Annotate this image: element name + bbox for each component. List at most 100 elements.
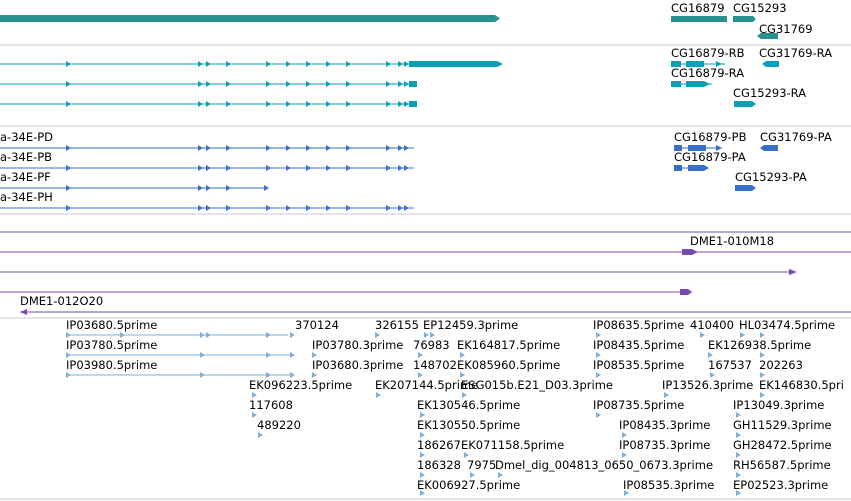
exon-marker (198, 101, 203, 107)
est-marker (464, 452, 469, 458)
est-marker (700, 332, 705, 338)
contig-label[interactable]: DME1-010M18 (690, 234, 775, 248)
gene-label[interactable]: CG15293 (733, 1, 787, 15)
gene-feature[interactable] (733, 16, 756, 22)
est-label[interactable]: EP12459.3prime (423, 318, 519, 332)
est-label[interactable]: IP03980.5prime (66, 358, 158, 372)
transcript-label[interactable]: CG31769-RA (759, 46, 833, 60)
protein-label[interactable]: a-34E-PH (0, 190, 53, 204)
est-label[interactable]: 76983 (413, 338, 450, 352)
contig-label[interactable]: DME1-012O20 (20, 294, 104, 308)
est-label[interactable]: EK130550.5prime (417, 418, 521, 432)
est-label[interactable]: IP13526.3prime (662, 378, 754, 392)
est-label[interactable]: EK085960.5prime (457, 358, 561, 372)
est-label[interactable]: EK130546.5prime (417, 398, 521, 412)
est-track (66, 332, 765, 496)
est-label[interactable]: GH28472.5prime (733, 438, 832, 452)
est-label[interactable]: Dmel_dig_004813_0650_0673.3prime (495, 458, 714, 472)
protein-marker (326, 205, 331, 211)
est-marker (420, 472, 425, 478)
exon-marker (326, 61, 331, 67)
est-label[interactable]: 489220 (257, 418, 301, 432)
est-label[interactable]: IP08735.3prime (619, 438, 711, 452)
est-label[interactable]: EK096223.5prime (249, 378, 353, 392)
protein-label[interactable]: a-34E-PF (0, 170, 51, 184)
est-label[interactable]: EP02523.3prime (733, 478, 829, 492)
est-label[interactable]: GH11529.3prime (733, 418, 832, 432)
gene-feature[interactable] (757, 33, 778, 39)
protein-marker (206, 205, 211, 211)
est-label[interactable]: IP03680.5prime (66, 318, 158, 332)
protein-marker (386, 145, 391, 151)
est-label[interactable]: IP03780.3prime (312, 338, 404, 352)
est-label[interactable]: EK126938.5prime (708, 338, 812, 352)
est-label[interactable]: 117608 (249, 398, 293, 412)
gene-feature[interactable] (671, 16, 727, 22)
est-marker (498, 472, 503, 478)
est-label[interactable]: IP03780.5prime (66, 338, 158, 352)
contig-track (0, 231, 851, 315)
est-label[interactable]: 148702 (413, 358, 457, 372)
est-label[interactable]: IP13049.3prime (733, 398, 825, 412)
est-label[interactable]: IP08735.5prime (593, 398, 685, 412)
protein-label[interactable]: CG31769-PA (760, 130, 832, 144)
est-label[interactable]: 410400 (690, 318, 734, 332)
gene-label[interactable]: CG31769 (759, 22, 813, 36)
est-label[interactable]: RH56587.5prime (733, 458, 831, 472)
protein-marker (346, 205, 351, 211)
est-label[interactable]: 370124 (295, 318, 339, 332)
est-marker (266, 352, 271, 358)
est-label[interactable]: EK071158.5prime (461, 438, 565, 452)
est-label[interactable]: 7975 (467, 458, 497, 472)
protein-label[interactable]: CG16879-PA (674, 150, 746, 164)
protein-label[interactable]: a-34E-PD (0, 130, 54, 144)
est-label[interactable]: HL03474.5prime (739, 318, 836, 332)
est-label[interactable]: IP08435.5prime (593, 338, 685, 352)
protein-marker (398, 205, 403, 211)
transcript-label[interactable]: CG16879-RA (671, 66, 745, 80)
est-label[interactable]: 186328 (417, 458, 461, 472)
exon-marker (404, 61, 409, 67)
est-marker (736, 452, 741, 458)
est-label[interactable]: ESG015b.E21_D03.3prime (461, 378, 613, 392)
est-label[interactable]: EK146830.5pri (759, 378, 844, 392)
protein-marker (264, 185, 269, 191)
est-label[interactable]: IP08635.5prime (593, 318, 685, 332)
transcripts-track (0, 61, 779, 107)
gene-feature[interactable] (0, 15, 500, 22)
est-label[interactable]: EK164817.5prime (457, 338, 561, 352)
est-label[interactable]: IP08535.3prime (623, 478, 715, 492)
transcript-label[interactable]: CG16879-RB (671, 46, 745, 60)
est-marker (200, 332, 205, 338)
est-label[interactable]: IP08535.5prime (593, 358, 685, 372)
protein-cluster[interactable] (674, 145, 778, 191)
transcript-cluster[interactable] (671, 61, 779, 107)
est-label[interactable]: 167537 (708, 358, 752, 372)
est-marker (596, 332, 601, 338)
protein-rows[interactable] (0, 147, 414, 209)
est-marker (266, 332, 271, 338)
transcript-label[interactable]: CG15293-RA (733, 86, 807, 100)
est-marker (290, 372, 295, 378)
protein-marker (266, 205, 271, 211)
protein-label[interactable]: CG15293-PA (735, 170, 807, 184)
exon-marker (266, 81, 271, 87)
est-marker (258, 432, 263, 438)
exon-marker (66, 81, 71, 87)
est-label[interactable]: EK207144.5prime (375, 378, 479, 392)
protein-label[interactable]: a-34E-PB (0, 150, 53, 164)
est-marker (66, 352, 71, 358)
protein-label[interactable]: CG16879-PB (674, 130, 747, 144)
protein-marker (306, 205, 311, 211)
est-marker (376, 392, 381, 398)
est-label[interactable]: IP08435.3prime (619, 418, 711, 432)
est-label[interactable]: 186267 (417, 438, 461, 452)
est-label[interactable]: 326155 (375, 318, 419, 332)
est-label[interactable]: IP03680.3prime (312, 358, 404, 372)
transcript-row[interactable] (0, 61, 503, 67)
protein-marker (198, 205, 203, 211)
gene-label[interactable]: CG16879 (671, 1, 725, 15)
exon-marker (286, 61, 291, 67)
est-label[interactable]: EK006927.5prime (417, 478, 521, 492)
est-label[interactable]: 202263 (759, 358, 803, 372)
